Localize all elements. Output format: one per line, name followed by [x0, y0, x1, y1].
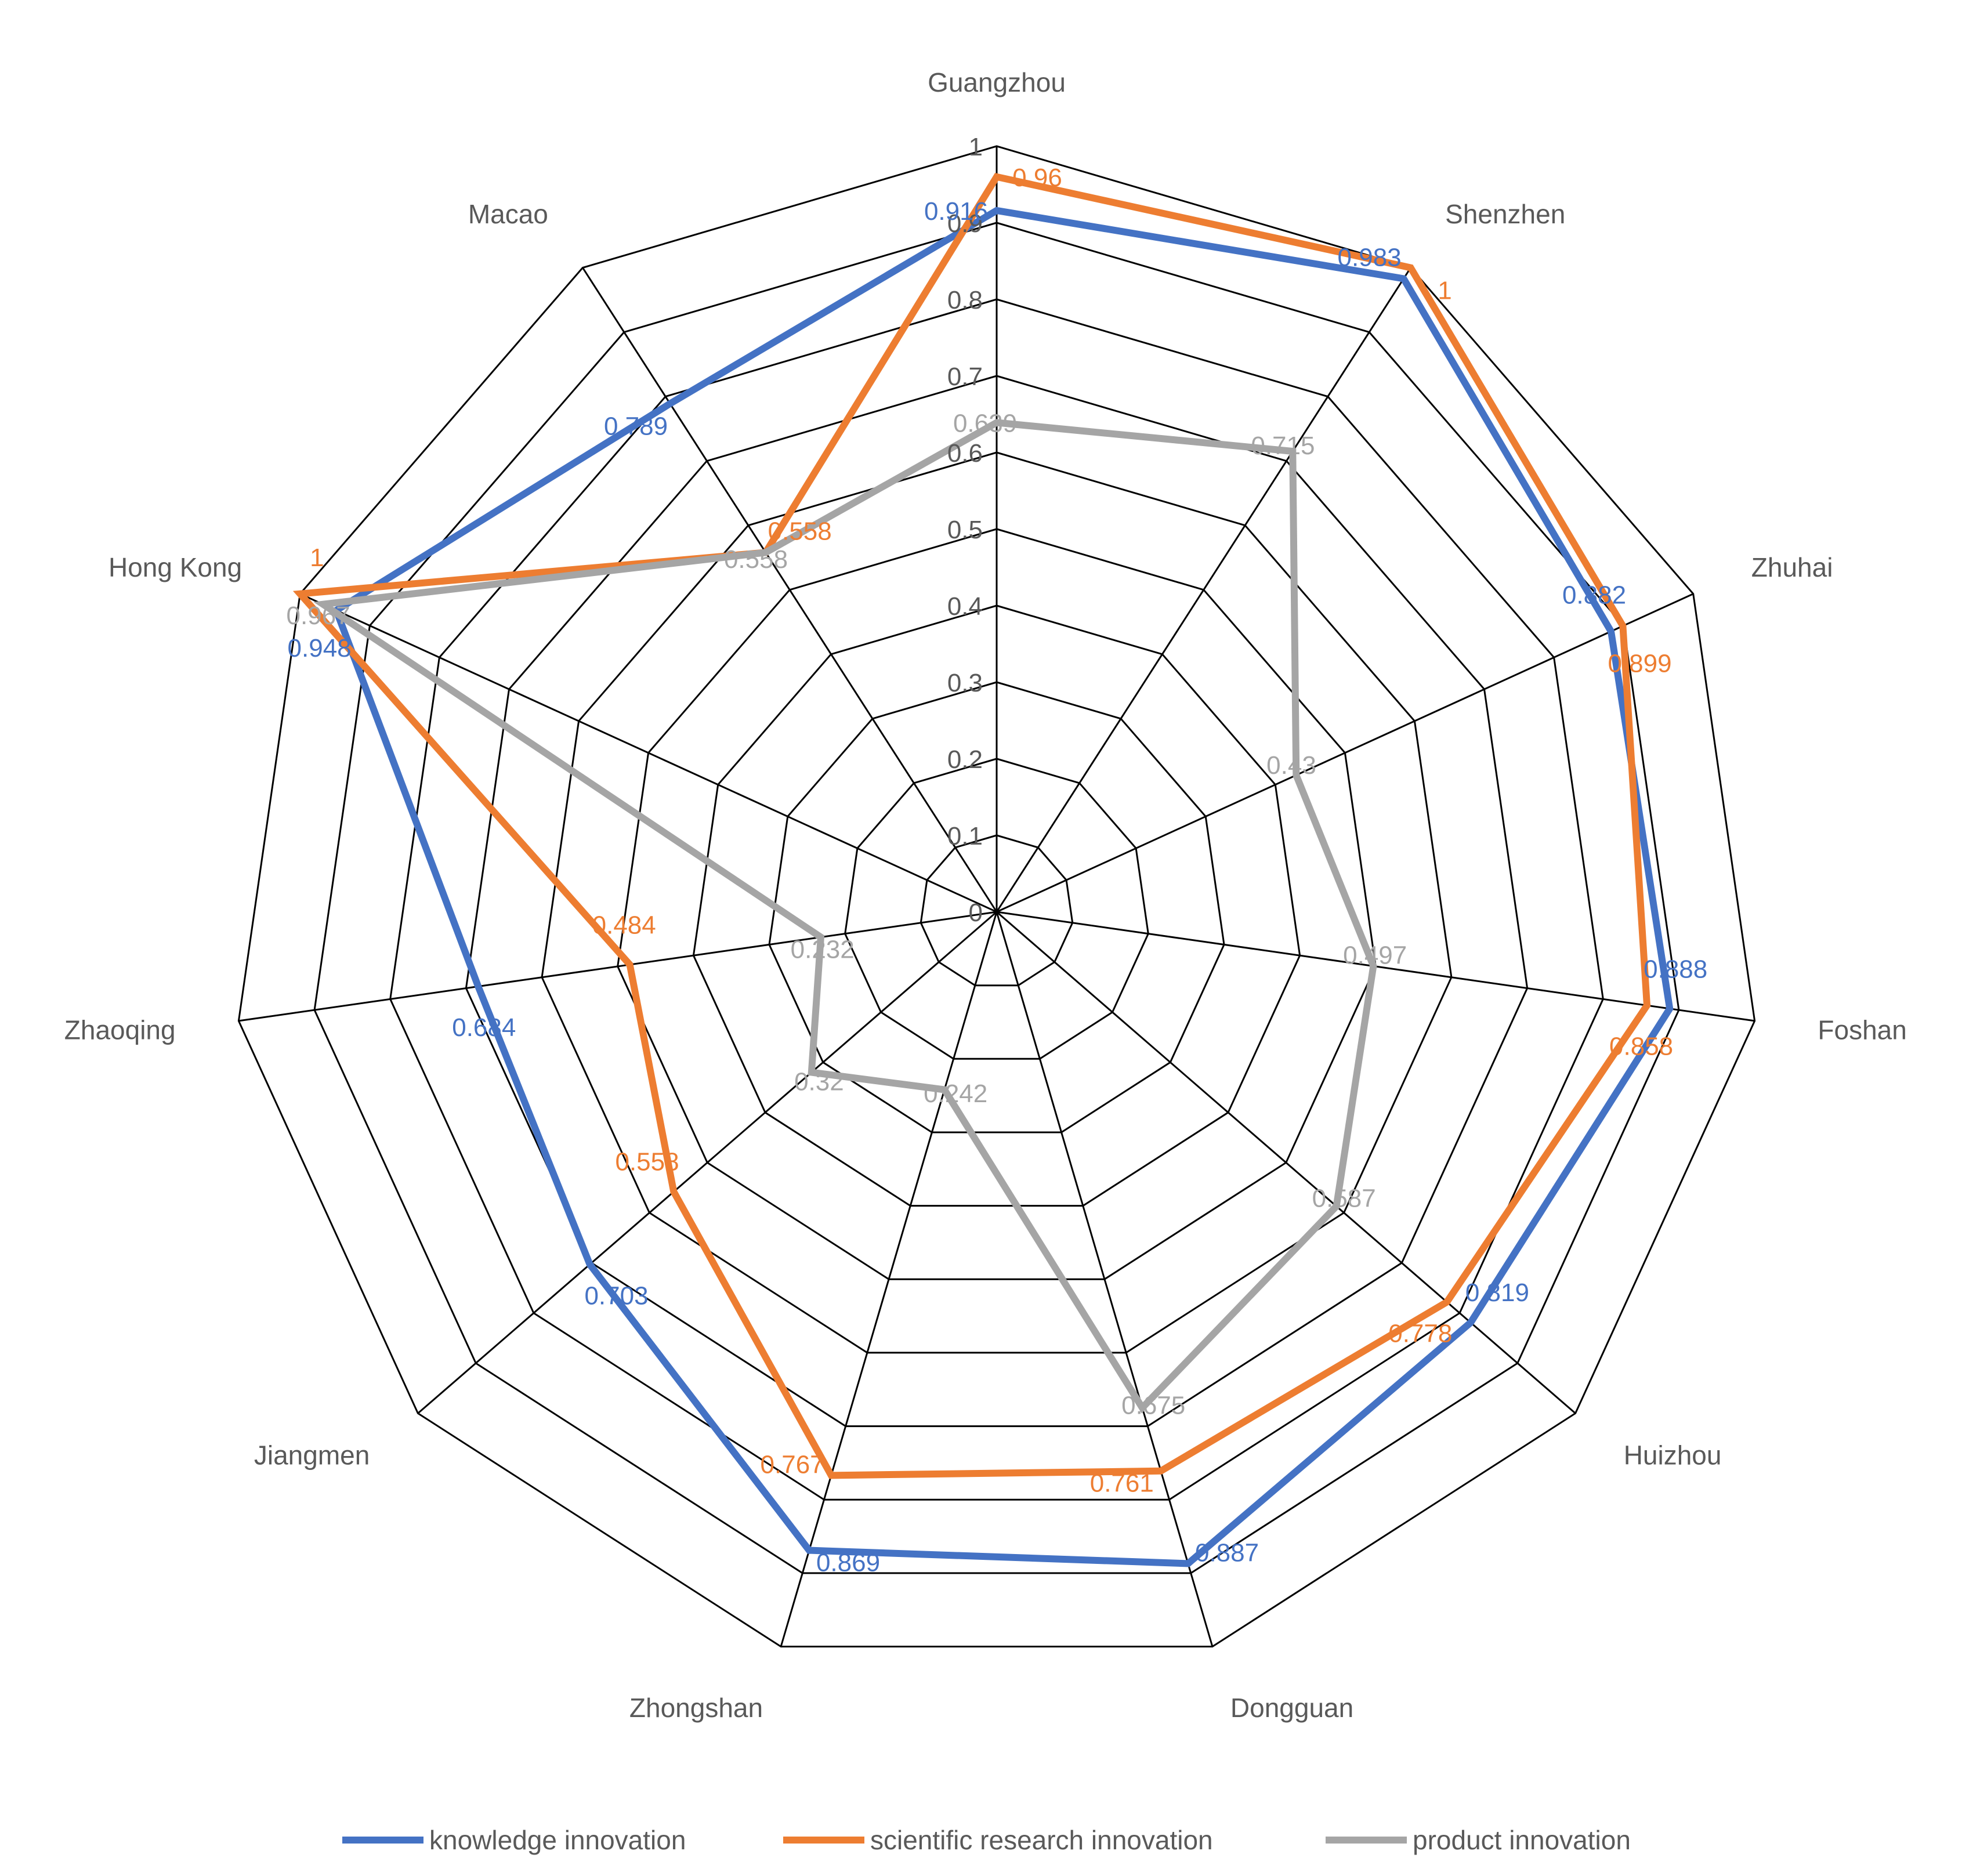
- data-label: 0.675: [1121, 1391, 1185, 1419]
- series-line: [313, 419, 1377, 1414]
- data-label: 0.587: [1312, 1184, 1376, 1212]
- grid-spoke: [996, 267, 1411, 912]
- data-label: 0.767: [761, 1451, 824, 1479]
- data-label: 0.761: [1090, 1469, 1154, 1498]
- tick-label: 0: [969, 899, 983, 927]
- grid-ring: [541, 451, 1453, 1354]
- category-label: Dongguan: [1230, 1693, 1353, 1723]
- data-label: 0.899: [1608, 650, 1671, 678]
- category-label: Foshan: [1818, 1015, 1906, 1045]
- grid-ring: [389, 298, 1604, 1501]
- category-label: Guangzhou: [928, 67, 1066, 97]
- grid-ring: [465, 375, 1529, 1428]
- data-label: 0.232: [791, 935, 855, 964]
- category-label: Shenzhen: [1445, 199, 1565, 229]
- grid-spoke: [299, 593, 997, 913]
- data-label: 0.684: [452, 1013, 516, 1042]
- series-line: [292, 173, 1651, 1479]
- grid-ring: [920, 834, 1074, 987]
- series-line: [332, 207, 1674, 1567]
- data-label: 0.882: [1562, 581, 1626, 610]
- legend-label: product innovation: [1413, 1825, 1631, 1855]
- category-label: Jiangmen: [254, 1440, 370, 1471]
- data-label: 0.43: [1266, 751, 1316, 780]
- radar-series: [292, 173, 1674, 1567]
- data-label: 0.888: [1644, 955, 1707, 984]
- data-label: 0.558: [768, 517, 832, 546]
- category-label: Zhongshan: [629, 1693, 763, 1723]
- grid-spoke: [582, 267, 998, 912]
- tick-label: 0.9: [947, 209, 983, 238]
- tick-label: 0.1: [947, 822, 983, 850]
- data-label: 0.858: [1609, 1033, 1673, 1061]
- category-label: Macao: [468, 199, 548, 229]
- data-label: 0.242: [924, 1080, 987, 1108]
- data-label: 0.916: [924, 197, 988, 226]
- category-label: Zhaoqing: [64, 1015, 176, 1045]
- category-label: Hong Kong: [108, 552, 242, 582]
- tick-label: 0.5: [947, 516, 983, 544]
- tick-label: 0.3: [947, 669, 983, 697]
- radar-grid: [237, 145, 1756, 1647]
- grid-ring: [617, 528, 1377, 1280]
- data-label: 0.703: [584, 1282, 648, 1310]
- radar-data-labels: 0.916 0.983 0.882 0.888 0.819 0.887 0.869 0.703…: [287, 164, 1708, 1577]
- grid-spoke: [417, 911, 997, 1414]
- data-label: 0.497: [1343, 941, 1407, 970]
- tick-label: 0.6: [947, 439, 983, 468]
- legend-label: knowledge innovation: [429, 1825, 686, 1855]
- tick-label: 0.8: [947, 286, 983, 314]
- data-label: 0.819: [1465, 1279, 1529, 1307]
- data-label: 0.558: [615, 1147, 679, 1176]
- data-label: 0.778: [1388, 1319, 1452, 1348]
- data-label: 0.715: [1251, 432, 1315, 460]
- data-label: 0.32: [794, 1068, 844, 1096]
- data-label: 0.558: [724, 545, 788, 574]
- radar-category-labels: Guangzhou Shenzhen Zhuhai Foshan Huizhou Dong…: [64, 67, 1907, 1723]
- tick-label: 1: [969, 133, 983, 161]
- category-label: Huizhou: [1624, 1440, 1722, 1471]
- data-label: 0.639: [953, 410, 1017, 438]
- data-label: 0.96: [1012, 164, 1062, 192]
- legend-label: scientific research innovation: [870, 1825, 1213, 1855]
- grid-ring: [237, 145, 1756, 1647]
- data-label: 1: [310, 544, 324, 572]
- grid-spoke: [780, 911, 998, 1647]
- data-label: 1: [1438, 276, 1451, 305]
- grid-ring: [692, 604, 1301, 1207]
- category-label: Zhuhai: [1751, 552, 1833, 582]
- tick-label: 0.7: [947, 363, 983, 391]
- data-label: 0.887: [1195, 1539, 1259, 1567]
- data-label: 0.983: [1338, 244, 1402, 272]
- legend: knowledge innovation scientific research …: [342, 1825, 1631, 1855]
- radar-tick-labels: 0 0.1 0.2 0.3 0.4 0.5 0.6 0.7 0.8 0.9 1: [947, 133, 983, 927]
- data-label: 0.869: [816, 1548, 880, 1577]
- grid-spoke: [238, 911, 997, 1022]
- grid-spoke: [996, 911, 1214, 1647]
- data-label: 0.789: [604, 412, 668, 441]
- data-label: 0.967: [287, 602, 350, 630]
- tick-label: 0.2: [947, 745, 983, 774]
- grid-spoke: [996, 593, 1694, 913]
- grid-spoke: [996, 911, 1576, 1414]
- grid-ring: [844, 758, 1149, 1060]
- grid-ring: [768, 681, 1225, 1133]
- data-label: 0.484: [592, 911, 656, 940]
- data-label: 0.948: [288, 634, 352, 662]
- tick-label: 0.4: [947, 592, 983, 621]
